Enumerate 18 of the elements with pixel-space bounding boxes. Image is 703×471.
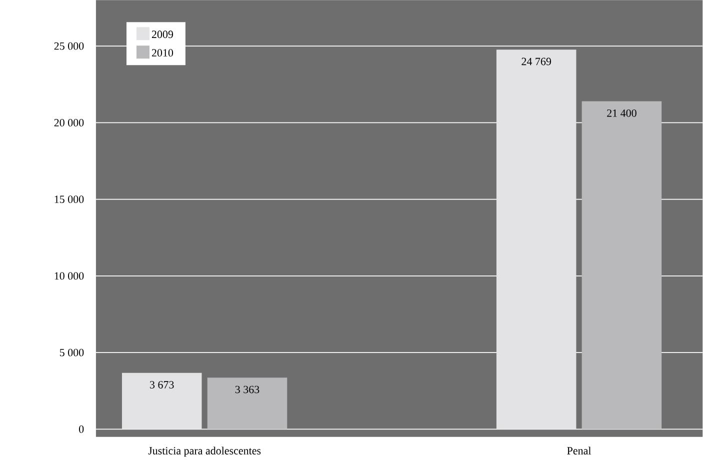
legend-label: 2009 bbox=[152, 30, 174, 38]
x-tick-label: Justicia para adolescentes bbox=[148, 446, 261, 457]
bar bbox=[582, 101, 662, 430]
y-tick-label: 5 000 bbox=[60, 348, 84, 356]
y-tick-label: 20 000 bbox=[54, 119, 84, 126]
bar bbox=[207, 378, 288, 430]
data-label: 21 400 bbox=[607, 110, 636, 117]
y-tick-label: 25 000 bbox=[54, 42, 84, 50]
data-label: 3 363 bbox=[235, 386, 260, 394]
y-tick-label: 10 000 bbox=[54, 272, 84, 280]
data-label: 3 673 bbox=[150, 381, 174, 389]
bar bbox=[122, 372, 202, 430]
y-tick-label: 0 bbox=[79, 426, 84, 433]
bar bbox=[496, 50, 576, 430]
x-tick-label: Penal bbox=[567, 446, 592, 455]
y-tick-label: 15 000 bbox=[54, 196, 84, 204]
legend-label: 2010 bbox=[152, 49, 174, 57]
data-label: 24 769 bbox=[522, 58, 551, 66]
